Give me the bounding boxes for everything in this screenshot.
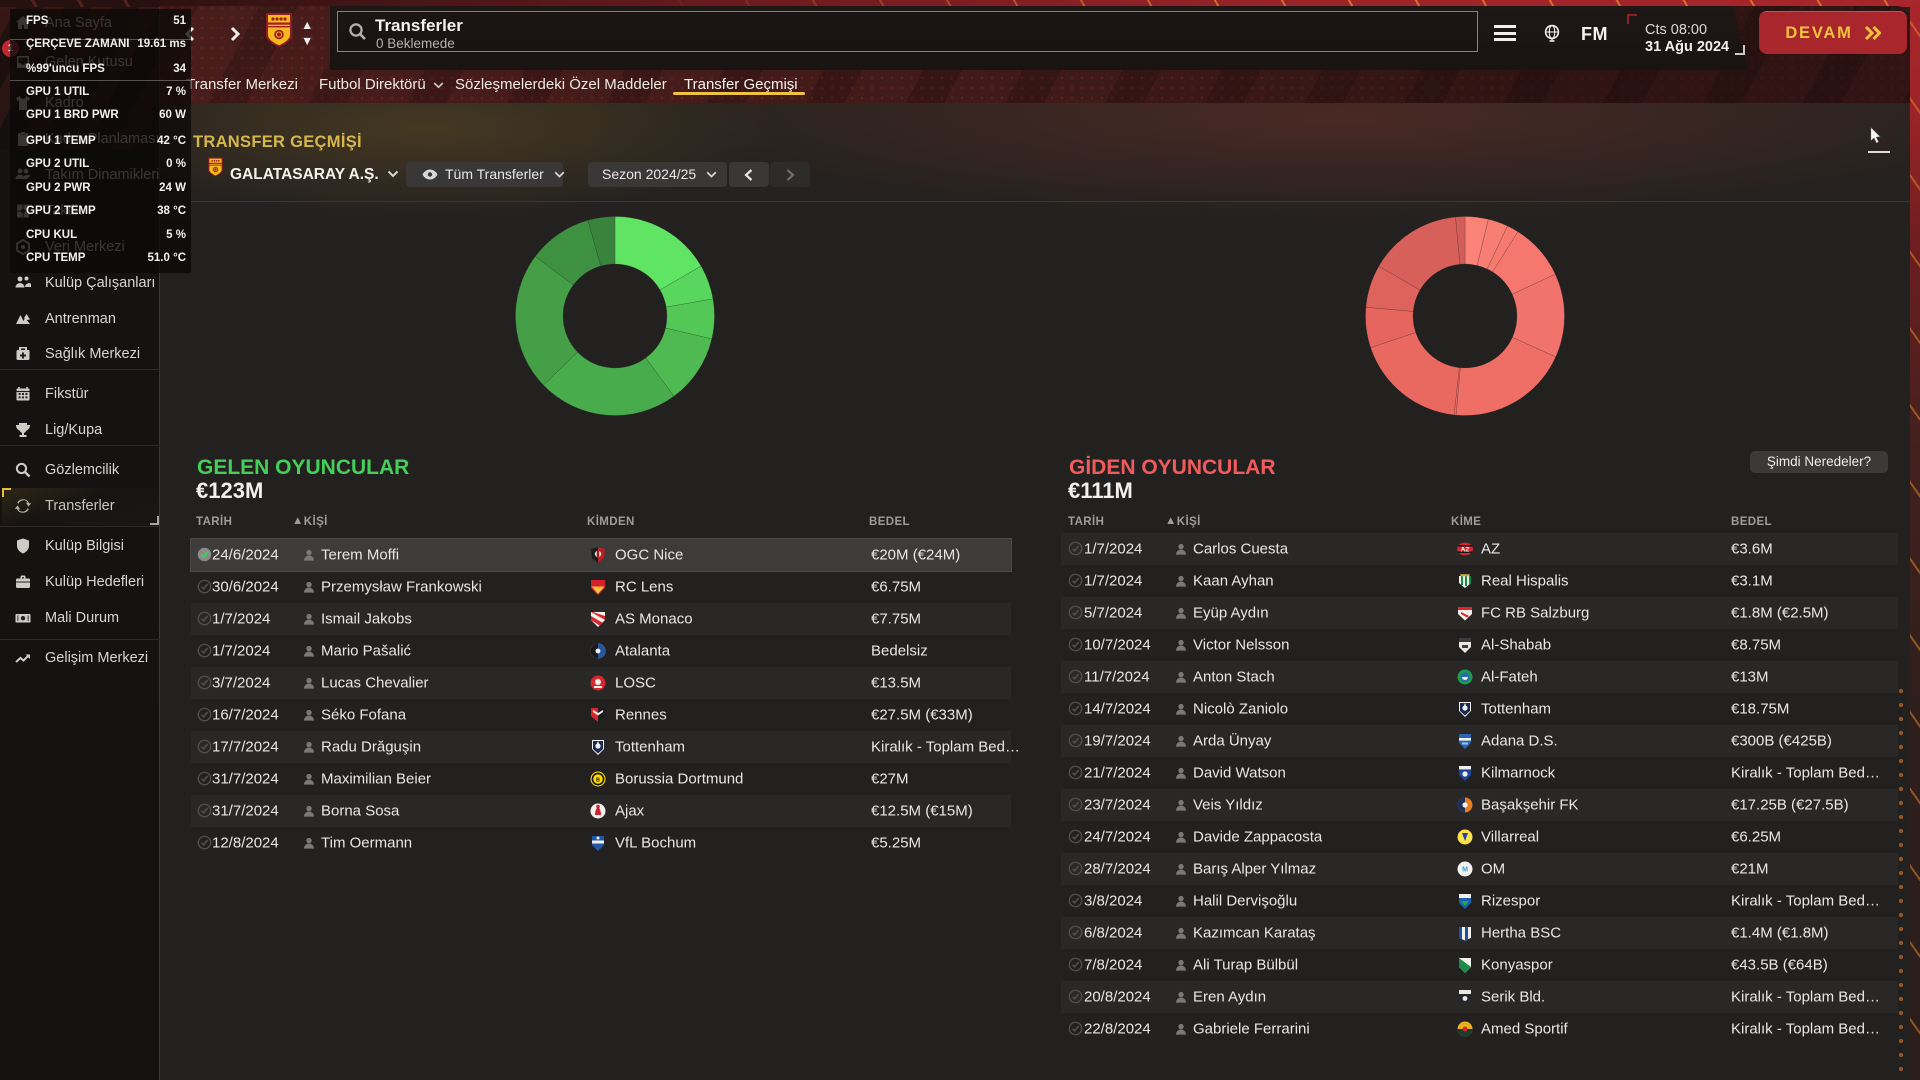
svg-text:AZ: AZ [1461,546,1470,553]
svg-text:M: M [1462,867,1468,874]
svg-text:B: B [596,777,600,783]
